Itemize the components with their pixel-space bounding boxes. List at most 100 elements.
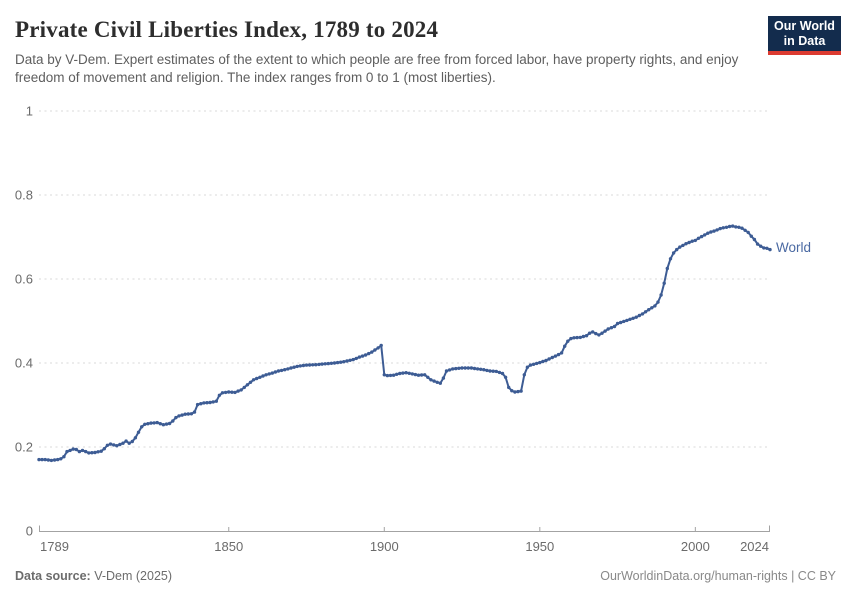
world-data-point — [183, 412, 187, 416]
y-tick-label: 0.6 — [15, 272, 33, 287]
world-data-point — [668, 257, 673, 261]
world-data-point — [367, 351, 371, 356]
world-data-point — [279, 368, 284, 373]
world-data-point — [99, 449, 103, 453]
world-data-point — [513, 390, 517, 394]
world-data-point — [591, 330, 595, 334]
world-data-point — [699, 234, 704, 239]
world-data-point — [768, 247, 772, 252]
world-data-point — [323, 362, 327, 366]
world-data-point — [752, 237, 757, 242]
world-data-point — [205, 401, 209, 405]
world-data-point — [108, 442, 113, 446]
world-data-point — [301, 363, 306, 368]
world-data-point — [199, 402, 203, 406]
world-data-point — [84, 449, 88, 454]
world-data-point — [528, 363, 533, 367]
world-data-point — [643, 310, 648, 314]
world-data-point — [264, 373, 268, 377]
world-data-point — [765, 246, 769, 250]
world-data-point — [684, 242, 688, 246]
world-data-point — [475, 367, 480, 371]
owid-logo-line1: Our World — [774, 19, 835, 33]
world-line-path — [38, 225, 771, 462]
world-data-point — [737, 225, 741, 229]
gridlines: 0 0.2 0.4 0.6 0.8 1 — [15, 104, 770, 539]
world-data-point — [693, 238, 697, 243]
world-data-point — [345, 359, 349, 363]
world-data-point — [124, 439, 128, 443]
owid-logo[interactable]: Our World in Data — [768, 16, 841, 55]
world-data-point — [423, 373, 427, 377]
world-data-point — [500, 371, 505, 376]
world-data-point — [426, 375, 430, 379]
world-data-point — [696, 236, 701, 240]
world-data-point — [230, 390, 234, 394]
series-label-world: World — [776, 240, 811, 255]
world-data-point — [637, 313, 642, 318]
world-data-point — [469, 366, 474, 370]
world-data-point — [115, 444, 119, 448]
world-data-point — [398, 371, 402, 376]
world-data-point — [609, 326, 614, 330]
world-data-point — [488, 369, 492, 373]
world-data-point — [146, 422, 150, 426]
world-data-point — [755, 242, 760, 246]
y-tick-label: 0 — [26, 524, 33, 539]
world-data-point — [678, 245, 682, 249]
world-data-point — [164, 422, 169, 426]
x-tick-label: 1950 — [525, 539, 554, 554]
world-data-point — [457, 366, 461, 370]
world-data-point — [454, 366, 458, 371]
world-data-point — [251, 378, 256, 382]
world-data-point — [320, 362, 324, 366]
world-data-point — [149, 421, 153, 425]
world-data-point — [662, 281, 666, 285]
world-data-point — [681, 243, 685, 248]
world-data-point — [572, 336, 576, 340]
world-data-point — [283, 368, 287, 372]
world-data-point — [261, 374, 265, 378]
world-data-point — [236, 389, 240, 393]
world-data-point — [270, 371, 274, 375]
world-data-point — [292, 365, 296, 369]
world-data-point — [544, 358, 548, 363]
world-data-point — [130, 439, 134, 444]
world-data-point — [143, 422, 147, 426]
world-data-point — [74, 447, 79, 452]
world-data-point — [354, 356, 358, 361]
world-data-point — [329, 361, 334, 365]
world-data-point — [133, 436, 138, 440]
world-data-point — [68, 448, 72, 453]
world-data-point — [634, 315, 638, 319]
world-data-point — [307, 363, 312, 367]
world-data-point — [239, 388, 243, 392]
world-data-point — [556, 352, 561, 357]
x-axis: 1789 1850 1900 1950 2000 2024 — [39, 525, 770, 554]
world-data-point — [186, 412, 190, 416]
world-data-point — [370, 350, 374, 354]
world-data-point — [404, 371, 408, 375]
world-data-point — [516, 389, 520, 394]
world-data-point — [482, 368, 486, 372]
world-data-point — [625, 318, 629, 323]
world-data-point — [451, 367, 455, 371]
world-data-point — [295, 364, 299, 369]
world-data-point — [382, 373, 386, 377]
y-tick-label: 0.4 — [15, 356, 33, 371]
credit-link[interactable]: OurWorldinData.org/human-rights | CC BY — [600, 569, 836, 583]
owid-logo-line2: in Data — [783, 34, 826, 48]
world-data-point — [419, 373, 424, 377]
world-data-point — [395, 372, 399, 376]
world-data-point — [603, 329, 607, 333]
world-data-point — [731, 224, 735, 228]
world-data-point — [550, 355, 554, 360]
world-data-point — [519, 389, 523, 393]
world-data-point — [118, 442, 122, 447]
world-data-point — [102, 447, 107, 451]
world-data-point — [62, 455, 66, 459]
world-data-point — [659, 293, 663, 297]
data-source-label: Data source: — [15, 569, 91, 583]
